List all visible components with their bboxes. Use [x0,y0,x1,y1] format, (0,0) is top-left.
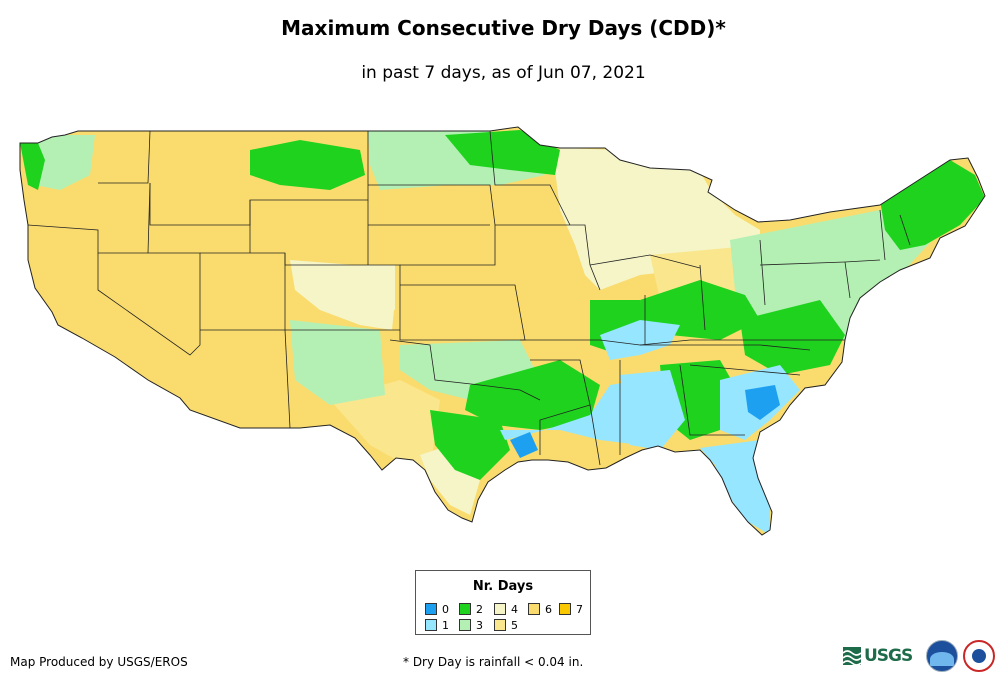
legend-item-0: 0 [425,603,449,616]
legend-swatch [459,619,471,631]
region-1day-gulf-coast [500,380,650,445]
noaa-logo [926,640,958,672]
region-1day-florida [700,440,770,535]
legend-label: 0 [442,603,449,616]
region-2day-minnesota [445,130,560,175]
legend-swatch [425,603,437,615]
legend-swatch [494,603,506,615]
region-1day-alabama [620,370,685,450]
legend-swatch [528,603,540,615]
map-credit: Map Produced by USGS/EROS [10,655,188,669]
legend-item-3: 3 [459,619,483,632]
dry-day-footnote: * Dry Day is rainfall < 0.04 in. [403,655,584,669]
legend-item-1: 1 [425,619,449,632]
region-1day-tennessee [600,320,680,360]
legend-label: 3 [476,619,483,632]
legend-swatch [494,619,506,631]
legend-swatch [425,619,437,631]
legend-label: 6 [545,603,552,616]
legend-item-2: 2 [459,603,483,616]
usgs-wave-icon [843,647,861,665]
us-dry-days-map [19,126,986,536]
map-regions [20,130,985,535]
region-2day-new-england [880,160,985,250]
region-0day-louisiana [510,432,538,458]
legend-swatch [459,603,471,615]
legend-title: Nr. Days [472,579,534,594]
legend-item-6: 6 [528,603,552,616]
region-5day-texas [330,380,440,470]
legend-label: 7 [576,603,583,616]
legend-item-5: 5 [494,619,518,632]
state-borders [27,130,911,466]
region-4day-nebraska [345,265,395,310]
map-legend: Nr. Days 0 1 2 3 4 5 6 7 [415,570,591,635]
region-2day-montana [250,140,365,190]
region-3day-four-corners [290,320,385,405]
region-2day-washington [20,143,45,190]
legend-label: 5 [511,619,518,632]
nws-logo [963,640,995,672]
region-2day-virginia [740,300,845,375]
legend-swatch [559,603,571,615]
map-title: Maximum Consecutive Dry Days (CDD)* [281,16,726,40]
legend-item-7: 7 [559,603,583,616]
region-0day-south-carolina [745,385,780,420]
legend-label: 1 [442,619,449,632]
legend-label: 4 [511,603,518,616]
map-subtitle: in past 7 days, as of Jun 07, 2021 [361,63,646,83]
region-2day-east-texas [430,410,510,480]
usgs-logo-text: USGS [864,646,913,666]
legend-label: 2 [476,603,483,616]
legend-item-4: 4 [494,603,518,616]
usgs-logo: USGS [843,643,919,669]
